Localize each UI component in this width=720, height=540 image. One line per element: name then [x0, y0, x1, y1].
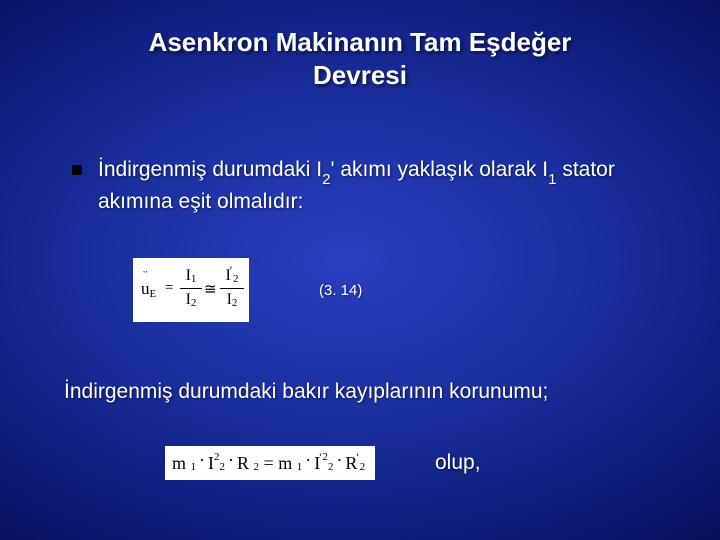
equation-2-image: m 1·I22·R 2 = m 1·I'22·R'2	[165, 446, 375, 480]
eq1-frac1-bar	[180, 288, 202, 289]
eq2-Rsub-r: 2	[360, 461, 366, 473]
slide-title: Asenkron Makinanın Tam Eşdeğer Devresi	[0, 26, 720, 91]
body-line-2: İndirgenmiş durumdaki bakır kayıplarının…	[64, 380, 680, 404]
bullet-item: İndirgenmiş durumdaki I2' akımı yaklaşık…	[72, 156, 680, 216]
title-line-2: Devresi	[313, 60, 407, 90]
eq1-f1-den-sub: 2	[191, 297, 197, 309]
eq2-m-l: m	[172, 453, 186, 474]
slide: Asenkron Makinanın Tam Eşdeğer Devresi İ…	[0, 0, 720, 540]
equation-1-ref: (3. 14)	[319, 282, 362, 299]
eq2-dot-2: ·	[228, 450, 234, 471]
eq2-m1sub-l: 1	[191, 461, 197, 473]
eq1-f2-den-sub: 2	[232, 297, 238, 309]
eq1-frac-1: I1 I2	[180, 266, 202, 311]
title-line-1: Asenkron Makinanın Tam Eşdeğer	[149, 27, 572, 57]
eq2-Isub-r: 2	[328, 461, 334, 473]
bullet-pre: İndirgenmiş durumdaki I	[98, 158, 322, 181]
eq1-u-hat: ¨ uE	[141, 279, 156, 299]
equation-row-1: ¨ uE = I1 I2 ≅ I'2 I2 (3. 14)	[133, 258, 362, 322]
eq1-equals: =	[165, 280, 173, 297]
bullet-mid: ' akımı yaklaşık olarak I	[331, 158, 549, 181]
eq2-m1sub-r: 1	[297, 461, 303, 473]
eq1-u-sub: E	[150, 288, 157, 300]
bullet-sub-2: 1	[548, 171, 556, 188]
eq2-Iprime-r: '	[319, 450, 321, 465]
eq1-frac1-den: I2	[180, 290, 202, 311]
hat-accent: ¨	[143, 269, 148, 285]
eq1-frac2-bar	[220, 288, 244, 289]
eq1-f2-num-prime: '	[230, 263, 232, 277]
eq2-equals: =	[264, 453, 274, 474]
equation-row-2: m 1·I22·R 2 = m 1·I'22·R'2 olup,	[165, 446, 481, 480]
eq2-Isub-l: 2	[220, 461, 226, 473]
eq2-Rsub-l: 2	[254, 461, 260, 473]
bullet-square-icon	[72, 165, 82, 175]
eq2-dot-4: ·	[336, 450, 342, 471]
eq1-frac2-den: I2	[220, 290, 244, 311]
eq1-frac-2: I'2 I2	[220, 266, 244, 311]
olup-text: olup,	[435, 451, 481, 475]
equation-1-image: ¨ uE = I1 I2 ≅ I'2 I2	[133, 258, 249, 322]
bullet-sub-1: 2	[322, 171, 330, 188]
eq2-m-r: m	[278, 453, 292, 474]
eq1-f2-num-sub: 2	[233, 273, 239, 285]
eq1-frac1-num: I1	[180, 266, 202, 287]
bullet-text: İndirgenmiş durumdaki I2' akımı yaklaşık…	[98, 156, 680, 216]
eq2-R-l: R	[237, 453, 249, 474]
eq2-dot-1: ·	[199, 450, 205, 471]
eq2-dot-3: ·	[305, 450, 311, 471]
eq1-f1-num-sub: 1	[191, 273, 197, 285]
eq1-frac2-num: I'2	[220, 266, 244, 287]
eq2-Rprime-r: '	[356, 450, 358, 465]
eq1-approx: ≅	[204, 280, 216, 299]
